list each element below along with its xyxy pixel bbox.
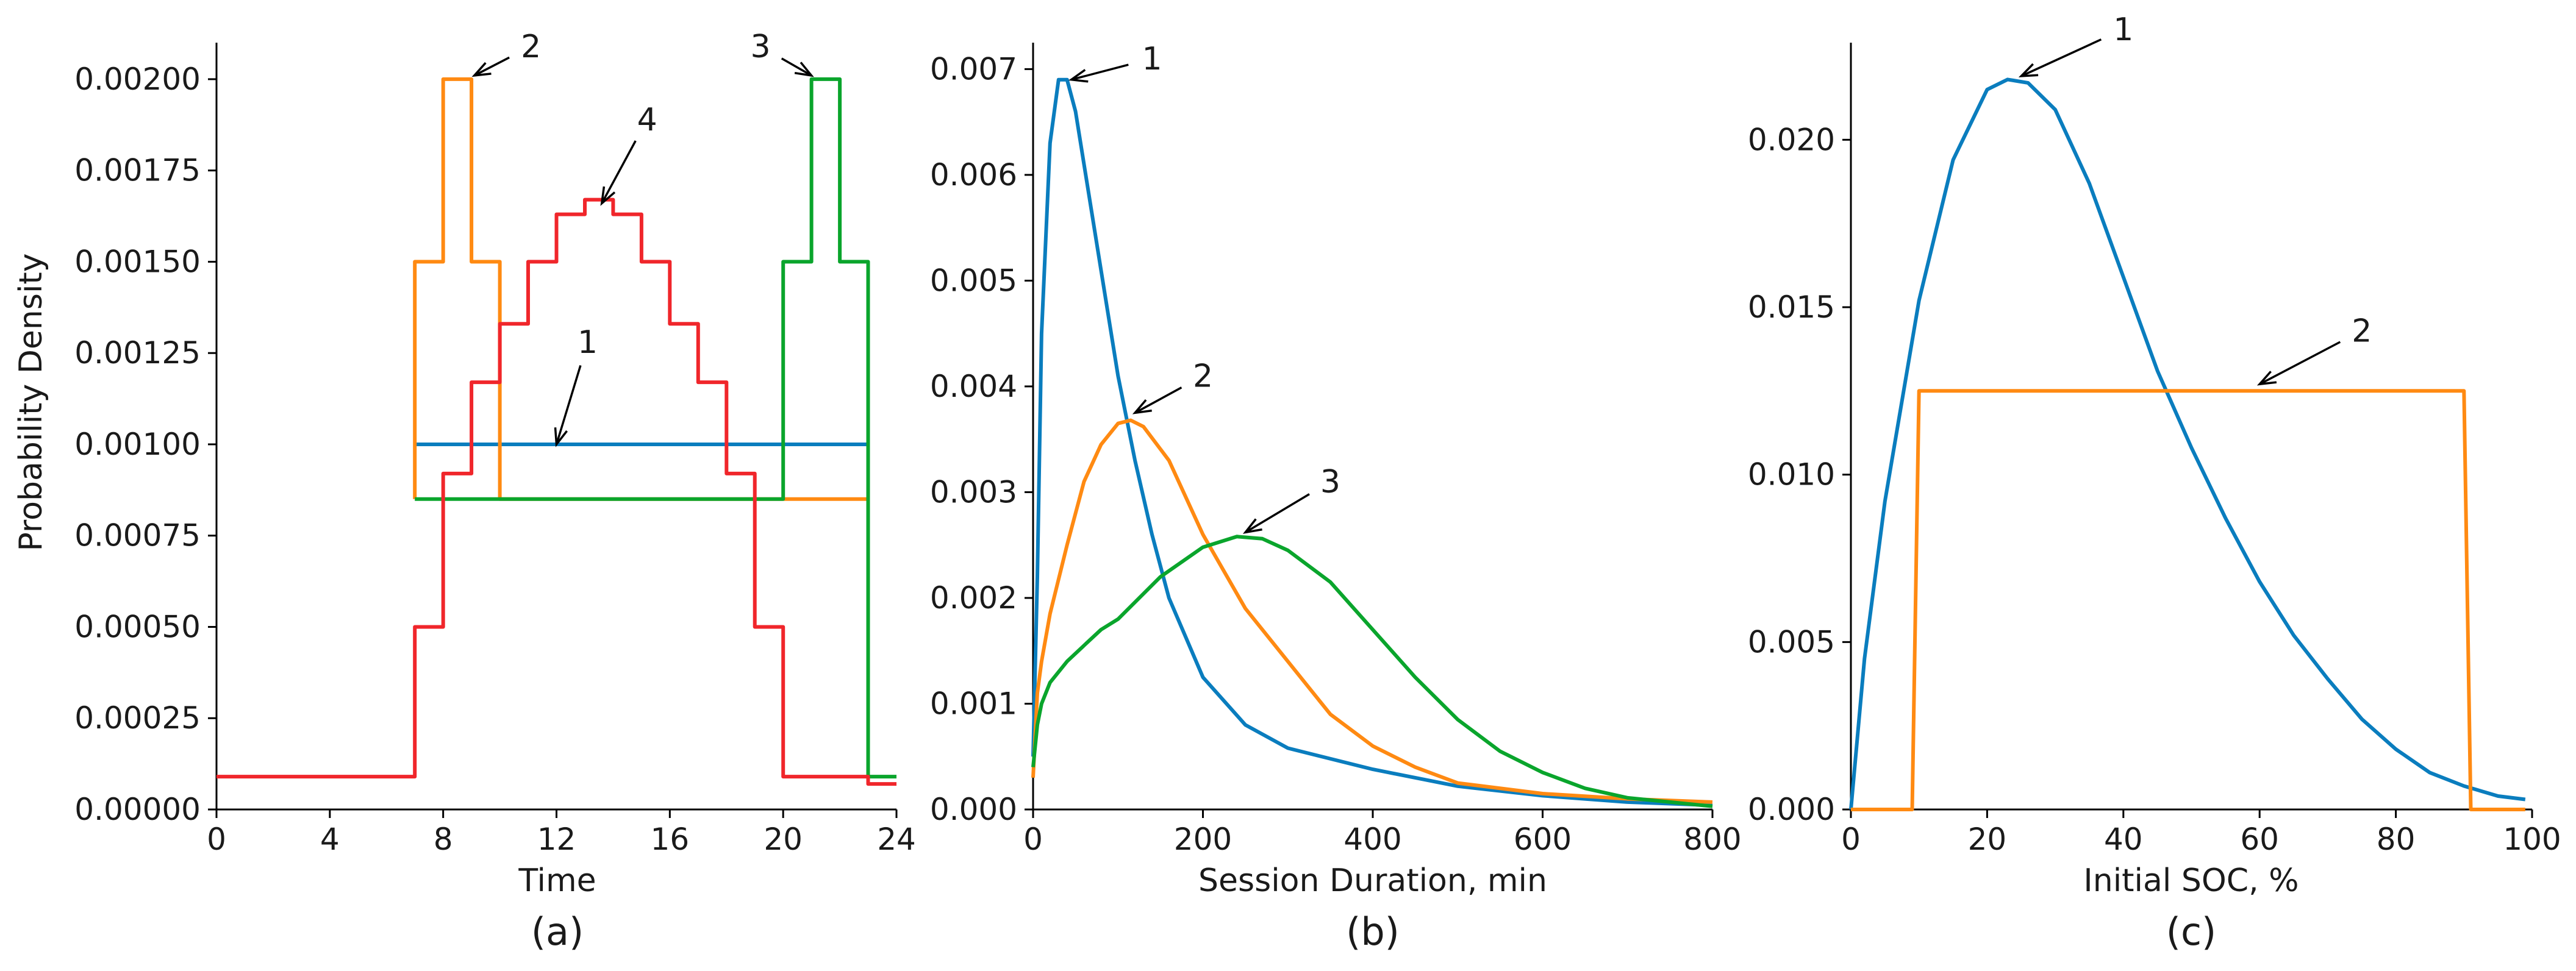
- panel-c-caption: (c): [2166, 909, 2216, 954]
- panel-a-x-tick-label: 0: [207, 822, 226, 857]
- panel-a-annotation-label: 3: [750, 29, 770, 65]
- panel-c-annotation-label: 2: [2352, 313, 2372, 349]
- panel-b-y-tick-label: 0.007: [930, 51, 1017, 87]
- panel-b-y-tick-label: 0.003: [930, 474, 1017, 510]
- panel-b-x-tick-label: 400: [1343, 822, 1401, 857]
- panel-a-annotation-arrowhead: [554, 427, 568, 447]
- panel-c-x-tick-label: 40: [2104, 822, 2143, 857]
- panel-a-y-tick-label: 0.00000: [74, 792, 201, 827]
- panel-b-x-tick-label: 0: [1023, 822, 1043, 857]
- panel-a-series-3: [415, 77, 896, 779]
- panel-b-annotation-label: 1: [1142, 41, 1162, 77]
- panel-b-annotation-label: 2: [1193, 358, 1213, 395]
- panel-a-y-tick-label: 0.00025: [74, 700, 201, 736]
- panel-a-caption: (a): [531, 909, 584, 954]
- panel-b-series-3: [1031, 535, 1713, 808]
- panel-c-annotation-arrow: [2259, 341, 2341, 385]
- panel-c-xlabel: Initial SOC, %: [2083, 863, 2299, 899]
- panel-b-series-1: [1031, 77, 1713, 808]
- panel-a-y-tick-label: 0.00200: [74, 62, 201, 97]
- panel-b-series-2: [1031, 418, 1713, 804]
- panel-a-x-tick-label: 4: [320, 822, 340, 857]
- panel-a-ylabel: Probability Density: [13, 253, 49, 551]
- panel-b-annotation-label: 3: [1320, 464, 1340, 500]
- panel-c-y-tick-label: 0.000: [1748, 792, 1835, 827]
- panel-b-y-tick-label: 0.001: [930, 686, 1017, 721]
- panel-b-x-tick-label: 200: [1174, 822, 1232, 857]
- panel-c-x-tick-label: 0: [1841, 822, 1861, 857]
- panel-b-y-tick-label: 0.002: [930, 580, 1017, 616]
- panel-a-annotation-label: 4: [637, 102, 657, 138]
- panel-b-annotation-arrow: [1134, 386, 1182, 414]
- panel-a-annotation-arrowhead: [600, 186, 616, 206]
- panel-c-annotation-arrowhead: [2256, 371, 2277, 386]
- panel-b-y-tick-label: 0.004: [930, 369, 1017, 404]
- panel-b-annotation-arrowhead: [1242, 518, 1262, 534]
- panel-c-x-tick-label: 20: [1968, 822, 2007, 857]
- panel-c-y-tick-label: 0.020: [1748, 122, 1835, 157]
- panel-c-y-tick-label: 0.010: [1748, 457, 1835, 493]
- panel-b-annotation-arrowhead: [1132, 399, 1152, 414]
- panel-c-x-tick-label: 60: [2240, 822, 2279, 857]
- panel-a-annotation-arrowhead: [794, 62, 814, 77]
- panel-a-annotation-arrow: [601, 140, 637, 204]
- panel-b-caption: (b): [1346, 909, 1400, 954]
- panel-a-x-tick-label: 20: [764, 822, 803, 857]
- panel-b-annotation-arrowhead: [1068, 69, 1089, 83]
- panel-b-y-tick-label: 0.006: [930, 157, 1017, 193]
- panel-c-annotation-label: 1: [2113, 12, 2133, 48]
- panel-b-y-tick-label: 0.000: [930, 792, 1017, 827]
- panel-a-xlabel: Time: [518, 863, 596, 899]
- panel-c-series-1: [1849, 77, 2526, 810]
- panel-b-annotation-arrow: [1245, 493, 1310, 533]
- panel-a-series-4: [216, 197, 896, 786]
- panel-a-y-tick-label: 0.00175: [74, 153, 201, 188]
- panel-b-x-tick-label: 600: [1514, 822, 1572, 857]
- panel-a-y-tick-label: 0.00150: [74, 244, 201, 279]
- panel-a-annotation-arrowhead: [471, 62, 492, 77]
- panel-b-xlabel: Session Duration, min: [1198, 863, 1547, 899]
- panel-a-annotation-label: 1: [578, 324, 598, 361]
- panel-b-y-tick-label: 0.005: [930, 263, 1017, 298]
- panel-c-y-tick-label: 0.005: [1748, 624, 1835, 660]
- panel-c-annotation-arrow: [2020, 38, 2102, 77]
- panel-a-series-2: [413, 77, 868, 501]
- panel-b-x-tick-label: 800: [1683, 822, 1741, 857]
- panel-c-x-tick-label: 100: [2503, 822, 2561, 857]
- panel-a-y-tick-label: 0.00125: [74, 335, 201, 371]
- panel-a-x-tick-label: 8: [434, 822, 453, 857]
- panel-a-x-tick-label: 12: [537, 822, 576, 857]
- panel-a-annotation-arrow: [555, 365, 582, 445]
- panel-a-x-tick-label: 16: [651, 822, 690, 857]
- panel-a-y-tick-label: 0.00050: [74, 609, 201, 644]
- panel-a-y-tick-label: 0.00100: [74, 427, 201, 462]
- panel-c-y-tick-label: 0.015: [1748, 290, 1835, 325]
- panel-a-x-tick-label: 24: [877, 822, 916, 857]
- panel-c-annotation-arrowhead: [2018, 63, 2039, 77]
- panel-c-x-tick-label: 80: [2377, 822, 2416, 857]
- panel-a-y-tick-label: 0.00075: [74, 518, 201, 553]
- panel-a-annotation-arrow: [473, 56, 510, 77]
- panel-a-annotation-arrow: [781, 57, 812, 77]
- panel-b-annotation-arrow: [1071, 63, 1129, 81]
- panel-c-series-2: [1851, 389, 2525, 811]
- panel-a-annotation-label: 2: [521, 29, 541, 65]
